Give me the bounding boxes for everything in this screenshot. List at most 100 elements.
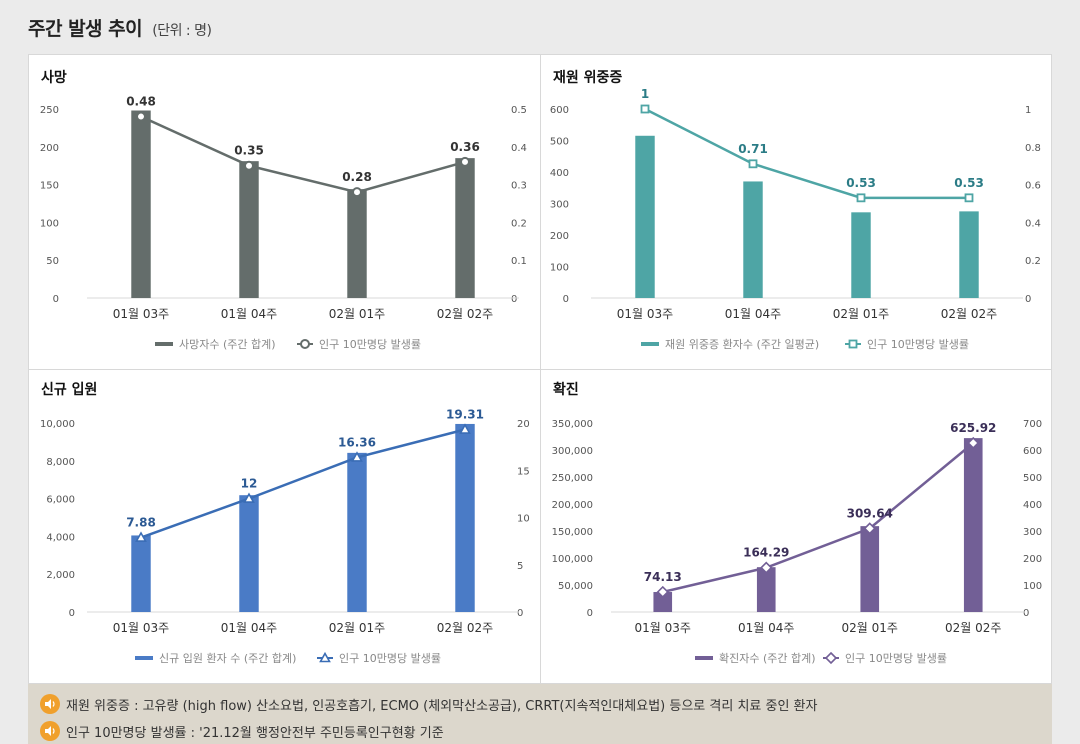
y-tick-left: 400 bbox=[550, 168, 569, 179]
x-tick-label: 01월 03주 bbox=[635, 621, 691, 635]
chart-title: 확진 bbox=[553, 381, 579, 398]
panel-divider-horizontal bbox=[29, 369, 1051, 370]
y-tick-left: 4,000 bbox=[46, 532, 75, 543]
rate-line bbox=[140, 115, 466, 194]
y-tick-right: 10 bbox=[517, 514, 530, 525]
line-point-marker bbox=[319, 651, 331, 663]
y-tick-right: 0.4 bbox=[511, 143, 527, 154]
bar bbox=[455, 423, 475, 612]
charts-panel: 사망 0 50 100 150 200 250 0 0.1 0.2 0.3 0.4 0.5 01월 03주… bbox=[28, 54, 1052, 684]
chart-confirmed: 확진 0 50,000 100,000 150,000 200,000 250,000 300… bbox=[541, 370, 1051, 683]
y-tick-right: 20 bbox=[517, 419, 530, 430]
y-tick-left: 300 bbox=[550, 200, 569, 211]
data-label: 7.88 bbox=[126, 516, 156, 530]
line-point-marker bbox=[136, 111, 146, 122]
note-item: 재원 위중증 : 고유량 (high flow) 산소요법, 인공호흡기, EC… bbox=[40, 694, 817, 714]
chart-critical: 재원 위중증 0 100 200 300 400 500 600 0 0.2 0.4 0.6 0.8 1 0… bbox=[541, 55, 1051, 369]
y-tick-right: 500 bbox=[1023, 473, 1042, 484]
y-tick-right: 0 bbox=[1023, 608, 1029, 619]
y-tick-right: 0.3 bbox=[511, 181, 527, 192]
y-tick-right: 0.4 bbox=[1025, 218, 1041, 229]
x-tick-label: 02월 02주 bbox=[941, 307, 997, 321]
line-point-marker bbox=[964, 193, 974, 203]
line-point-marker bbox=[856, 193, 866, 203]
bar bbox=[239, 495, 259, 612]
rate-line bbox=[644, 107, 969, 200]
data-label: 0.71 bbox=[738, 142, 768, 156]
y-tick-right: 0.1 bbox=[511, 256, 527, 267]
y-tick-left: 300,000 bbox=[552, 446, 593, 457]
y-tick-right: 0 bbox=[1025, 294, 1031, 305]
x-tick-label: 02월 02주 bbox=[945, 621, 1001, 635]
data-label: 0.53 bbox=[954, 176, 984, 190]
bar bbox=[743, 181, 763, 298]
x-tick-label: 02월 01주 bbox=[329, 307, 385, 321]
page-title: 주간 발생 추이 (단위 : 명) bbox=[28, 14, 212, 41]
bar bbox=[963, 438, 983, 612]
data-label: 625.92 bbox=[950, 421, 996, 435]
y-tick-right: 0.8 bbox=[1025, 143, 1041, 154]
bar bbox=[131, 110, 151, 299]
line-point-marker bbox=[300, 339, 310, 349]
bar bbox=[959, 211, 979, 298]
data-label: 309.64 bbox=[847, 506, 893, 520]
line-point-marker bbox=[460, 156, 470, 167]
x-tick-label: 02월 01주 bbox=[842, 621, 898, 635]
y-tick-left: 150 bbox=[40, 181, 59, 192]
page-unit: (단위 : 명) bbox=[152, 23, 212, 39]
x-tick-label: 01월 03주 bbox=[113, 307, 169, 321]
x-tick-label: 01월 04주 bbox=[221, 621, 277, 635]
y-tick-left: 2,000 bbox=[46, 570, 75, 581]
deaths-chart-svg: 사망 0 50 100 150 200 250 0 0.1 0.2 0.3 0.4 0.5 01월 03주… bbox=[40, 69, 527, 351]
y-tick-left: 250 bbox=[40, 105, 59, 116]
note-item: 인구 10만명당 발생률 : '21.12월 행정안전부 주민등록인구현황 기준 bbox=[40, 721, 444, 741]
data-label: 0.53 bbox=[846, 176, 876, 190]
chart-admissions: 신규 입원 0 2,000 4,000 6,000 8,000 10,000 0 5 10 15 20… bbox=[29, 370, 540, 683]
y-tick-left: 0 bbox=[53, 294, 59, 305]
y-tick-left: 6,000 bbox=[46, 495, 75, 506]
x-tick-label: 01월 03주 bbox=[113, 621, 169, 635]
x-tick-label: 02월 02주 bbox=[437, 307, 493, 321]
legend-bar-label: 사망자수 (주간 합계) bbox=[179, 338, 276, 351]
note-text: 재원 위중증 : 고유량 (high flow) 산소요법, 인공호흡기, EC… bbox=[66, 698, 818, 714]
y-tick-left: 250,000 bbox=[552, 473, 593, 484]
x-tick-label: 01월 04주 bbox=[221, 307, 277, 321]
x-tick-label: 01월 04주 bbox=[738, 621, 794, 635]
bar bbox=[635, 135, 655, 298]
legend-bar-label: 확진자수 (주간 합계) bbox=[719, 652, 816, 665]
line-point-marker bbox=[760, 561, 773, 574]
line-point-marker bbox=[459, 423, 471, 434]
y-tick-left: 100 bbox=[40, 218, 59, 229]
data-label: 164.29 bbox=[743, 546, 789, 560]
data-label: 0.35 bbox=[234, 144, 264, 158]
bar bbox=[851, 212, 871, 298]
bar bbox=[653, 592, 673, 612]
y-tick-left: 600 bbox=[550, 105, 569, 116]
line-point-marker bbox=[243, 492, 255, 503]
data-label: 0.28 bbox=[342, 170, 372, 184]
y-tick-left: 200,000 bbox=[552, 500, 593, 511]
legend-bar-label: 재원 위중증 환자수 (주간 일평균) bbox=[665, 337, 819, 351]
y-tick-right: 5 bbox=[517, 561, 523, 572]
y-tick-left: 150,000 bbox=[552, 527, 593, 538]
y-tick-right: 300 bbox=[1023, 527, 1042, 538]
line-point-marker bbox=[748, 159, 758, 169]
data-label: 1 bbox=[641, 87, 649, 101]
y-tick-right: 0 bbox=[511, 294, 517, 305]
y-tick-left: 8,000 bbox=[46, 457, 75, 468]
data-label: 0.48 bbox=[126, 95, 156, 109]
line-point-marker bbox=[656, 585, 669, 599]
line-point-marker bbox=[824, 651, 838, 665]
bar bbox=[239, 161, 259, 298]
legend-bar-swatch bbox=[155, 342, 173, 346]
x-tick-label: 02월 01주 bbox=[329, 621, 385, 635]
rate-line bbox=[140, 428, 466, 539]
bar bbox=[131, 535, 151, 612]
y-tick-right: 700 bbox=[1023, 419, 1042, 430]
legend-bar-label: 신규 입원 환자 수 (주간 합계) bbox=[159, 652, 296, 665]
chart-title: 사망 bbox=[41, 69, 67, 86]
y-tick-left: 0 bbox=[69, 608, 75, 619]
data-label: 12 bbox=[241, 477, 258, 491]
line-point-marker bbox=[135, 531, 147, 542]
y-tick-left: 200 bbox=[40, 143, 59, 154]
